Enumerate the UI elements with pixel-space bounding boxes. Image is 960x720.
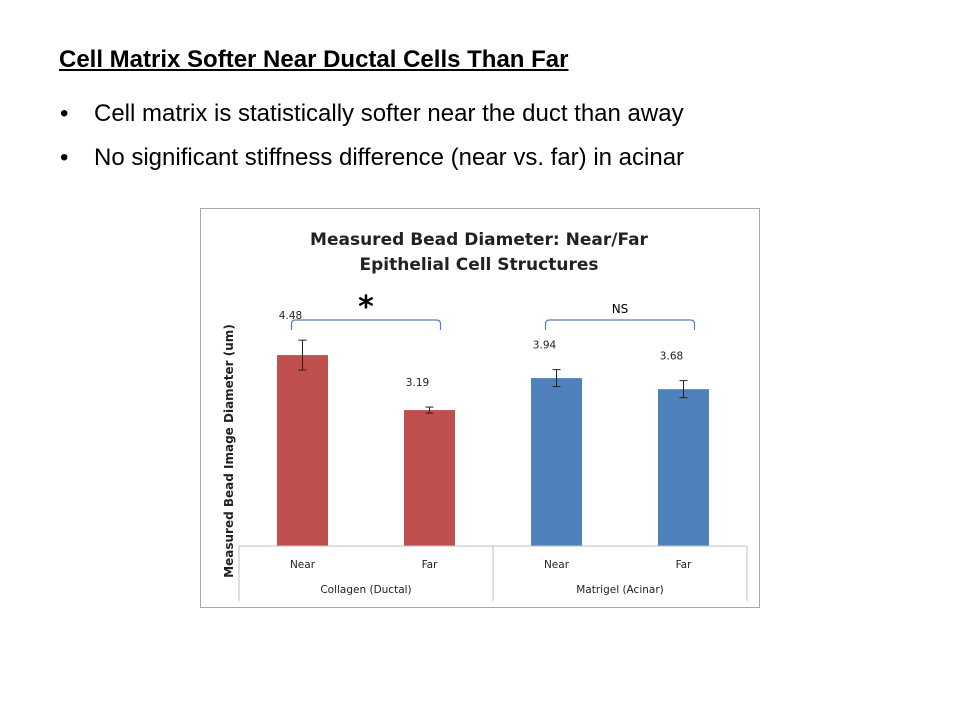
bar-near-2	[531, 378, 582, 546]
data-label: 4.48	[279, 310, 302, 322]
chart-frame: Measured Bead Diameter: Near/Far Epitheli…	[200, 208, 760, 608]
chart-title: Epithelial Cell Structures	[359, 255, 598, 275]
group-label: Matrigel (Acinar)	[576, 584, 664, 596]
bar-near-0	[277, 355, 328, 546]
group-label: Collagen (Ductal)	[320, 584, 411, 596]
bar-chart: Measured Bead Diameter: Near/Far Epitheli…	[222, 230, 748, 601]
x-tick-label: Near	[290, 559, 316, 571]
x-tick-label: Near	[544, 559, 570, 571]
bar-far-3	[658, 389, 709, 546]
chart-title: Measured Bead Diameter: Near/Far	[310, 230, 649, 250]
x-tick-label: Far	[676, 559, 693, 571]
bullet-list: Cell matrix is statistically softer near…	[60, 96, 684, 184]
bullet-item: Cell matrix is statistically softer near…	[60, 96, 684, 140]
x-tick-label: Far	[422, 559, 439, 571]
bullet-item: No significant stiffness difference (nea…	[60, 140, 684, 184]
y-axis-label: Measured Bead Image Diameter (um)	[222, 324, 236, 578]
data-label: 3.68	[660, 351, 683, 363]
slide-title: Cell Matrix Softer Near Ductal Cells Tha…	[59, 46, 569, 73]
significance-bracket	[290, 319, 442, 330]
data-label: 3.94	[533, 340, 557, 352]
significance-bracket	[544, 319, 696, 330]
significance-asterisk: *	[358, 290, 374, 325]
significance-ns: NS	[612, 302, 629, 316]
bar-far-1	[404, 410, 455, 546]
data-label: 3.19	[406, 377, 429, 389]
